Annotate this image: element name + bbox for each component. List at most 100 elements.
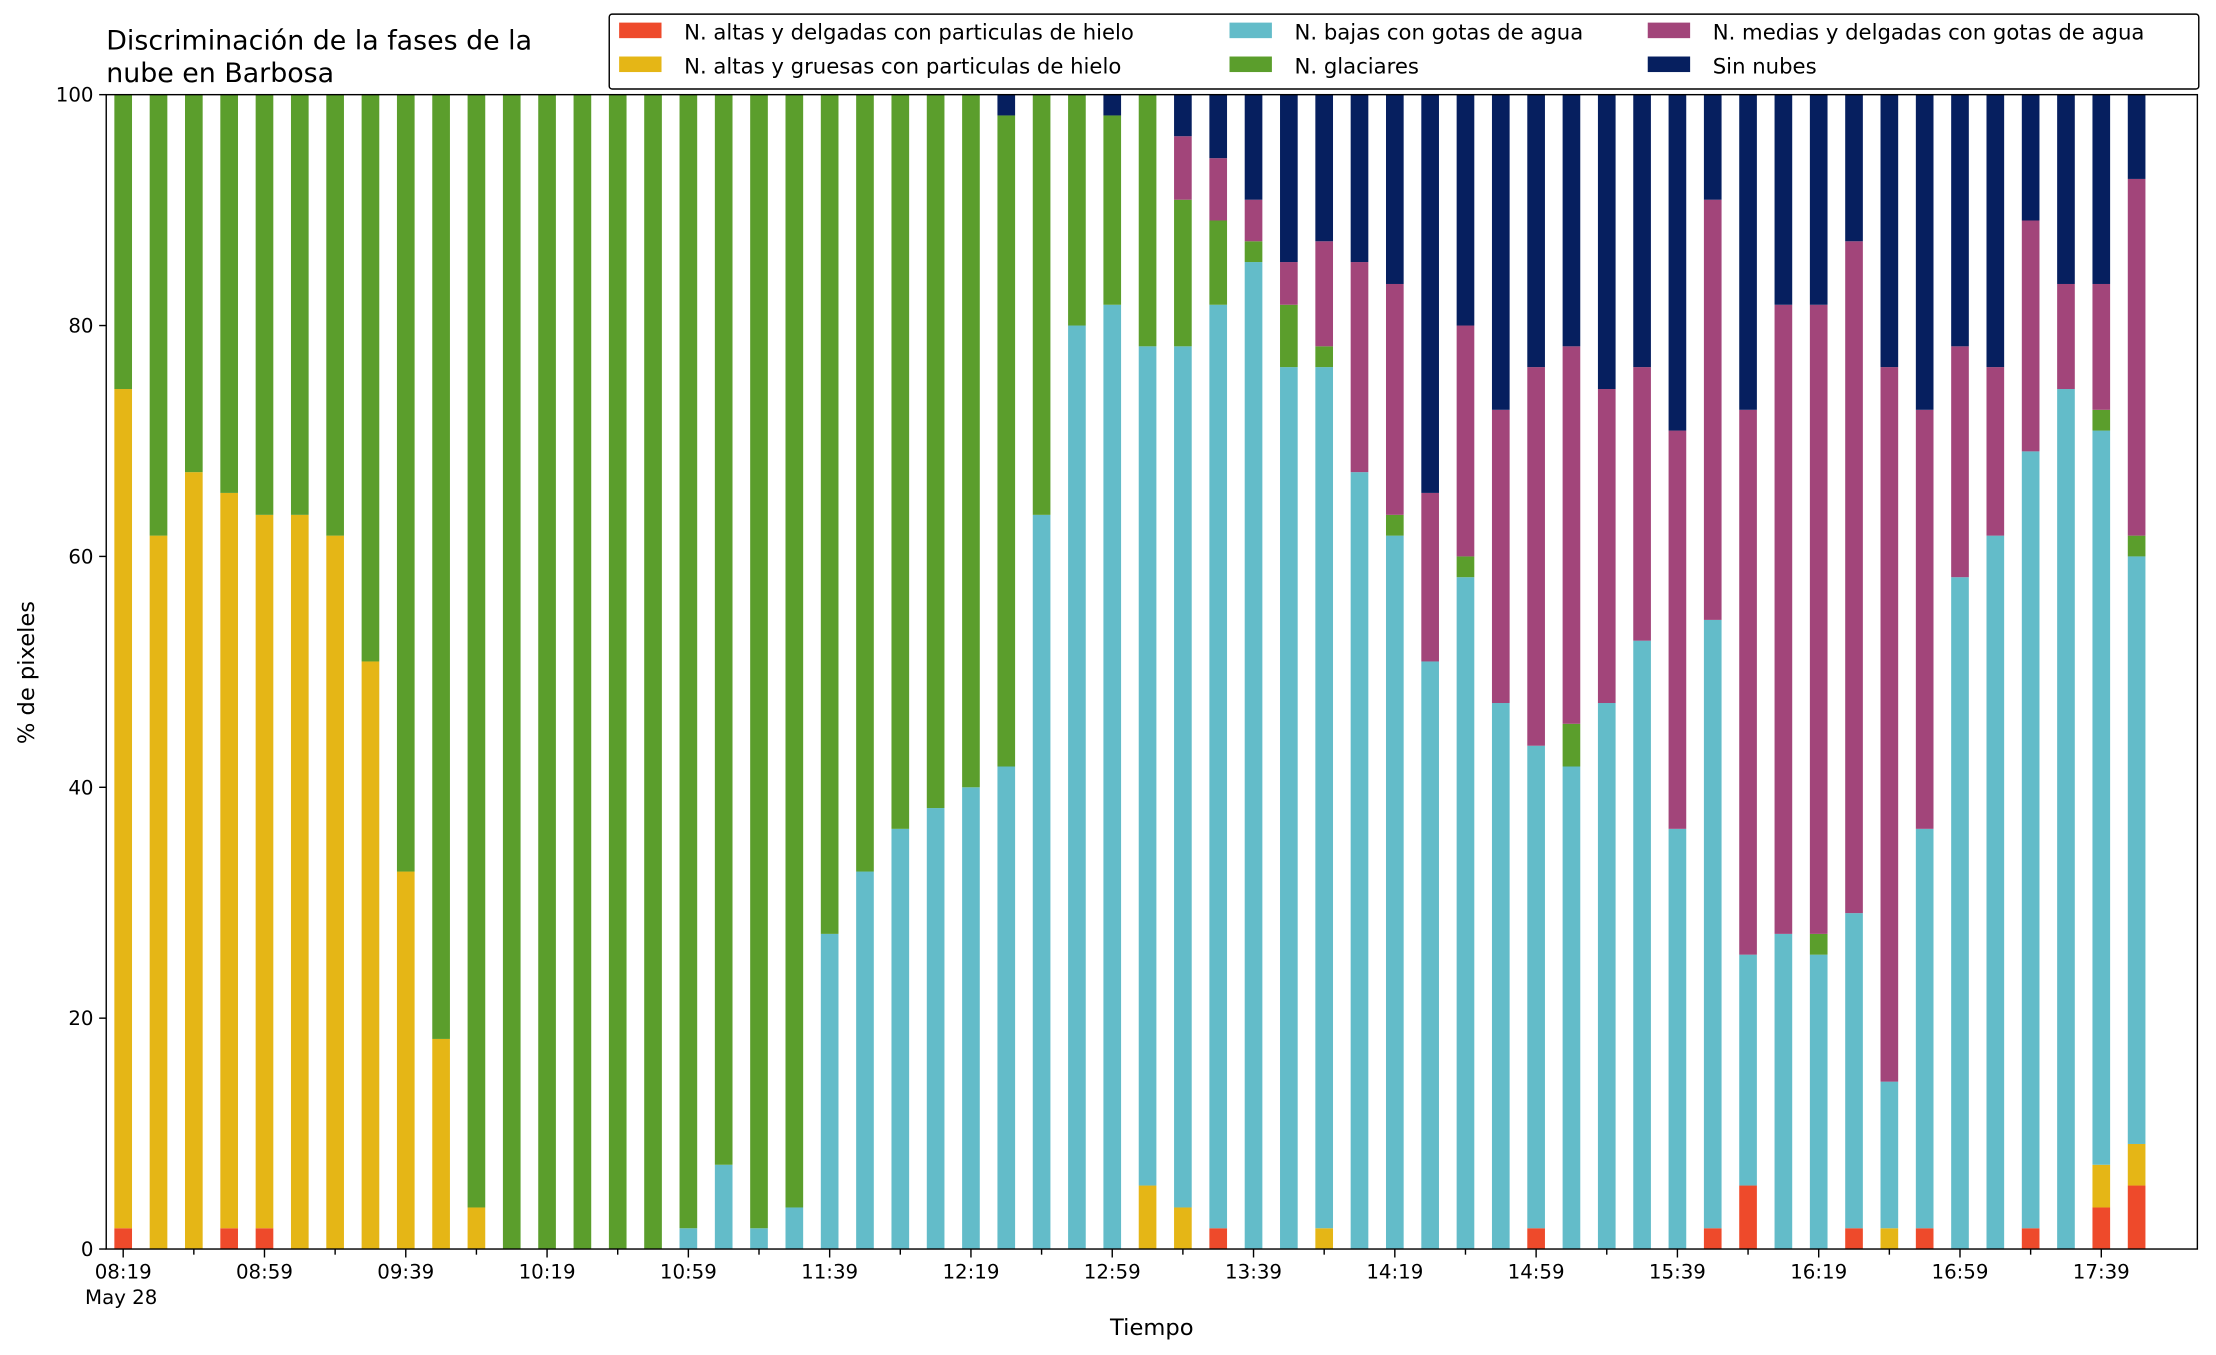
bar-segment <box>1174 346 1192 1208</box>
bar-segment <box>1280 367 1298 1250</box>
bar-segment <box>1068 325 1086 1250</box>
bar-segment <box>1915 409 1934 829</box>
y-axis-label: % de pixeles <box>14 601 40 744</box>
x-tick-label: 17:39 <box>2073 1261 2130 1284</box>
bar-segment <box>2057 94 2075 284</box>
bar-segment <box>750 1228 768 1250</box>
x-tick-label: 14:19 <box>1366 1261 1423 1284</box>
x-tick-label: 10:59 <box>660 1261 717 1284</box>
bar-segment <box>1703 94 1722 200</box>
bar-segment <box>2092 283 2111 410</box>
bar-segment <box>2021 1228 2040 1250</box>
bar-segment <box>2021 451 2040 1229</box>
bar-segment <box>185 472 203 1250</box>
bar-segment <box>679 1228 698 1250</box>
bar-segment <box>1739 954 1757 1186</box>
bar-segment <box>2092 1164 2111 1208</box>
legend-label: N. medias y delgadas con gotas de agua <box>1713 20 2145 45</box>
bar-segment <box>1527 94 1545 368</box>
legend-swatch <box>619 56 662 73</box>
bar-segment <box>1174 199 1192 347</box>
bar-segment <box>220 1228 238 1250</box>
bar-segment <box>1456 577 1475 1250</box>
bar-segment <box>2127 535 2146 557</box>
bar-segment <box>820 933 839 1250</box>
legend-label: Sin nubes <box>1713 53 1817 78</box>
bar-segment <box>1491 94 1510 410</box>
x-date-label: May 28 <box>85 1286 157 1309</box>
bar-segment <box>432 1038 450 1250</box>
bar-segment <box>467 1207 486 1250</box>
bar-segment <box>1739 94 1757 410</box>
x-tick-label: 14:59 <box>1508 1261 1565 1284</box>
bar-segment <box>326 94 344 536</box>
bar-segment <box>644 94 662 1250</box>
bar-segment <box>1491 703 1510 1250</box>
bar-segment <box>1703 619 1722 1229</box>
bar-segment <box>608 94 627 1250</box>
bar-segment <box>114 94 133 390</box>
bar-segment <box>1986 535 2005 1250</box>
bar-segment <box>1880 94 1899 368</box>
bar-segment <box>1915 828 1934 1229</box>
bar-segment <box>1103 304 1122 1250</box>
bar-segment <box>714 94 733 1165</box>
bar-segment <box>1915 1228 1934 1250</box>
bar-segment <box>1421 661 1439 1250</box>
x-tick-label: 10:19 <box>519 1261 576 1284</box>
legend-swatch <box>619 22 662 39</box>
bar-segment <box>1315 346 1334 368</box>
bar-segment <box>1280 262 1298 305</box>
y-tick-label: 80 <box>68 315 93 338</box>
bar-segment <box>1350 94 1369 263</box>
bar-segment <box>1774 94 1793 305</box>
bar-segment <box>1739 1185 1757 1250</box>
bar-segment <box>1774 933 1793 1250</box>
bar-segment <box>114 389 133 1229</box>
x-tick-label: 13:39 <box>1225 1261 1282 1284</box>
bar-segment <box>1562 94 1581 347</box>
bar-segment <box>1739 409 1757 955</box>
legend-swatch <box>1229 22 1272 39</box>
legend-swatch <box>1229 56 1272 73</box>
bar-segment <box>1668 94 1687 431</box>
bar-segment <box>785 94 804 1208</box>
bar-segment <box>1597 389 1616 704</box>
bar-segment <box>114 1228 133 1250</box>
y-tick-label: 40 <box>68 776 93 799</box>
bar-segment <box>361 94 380 662</box>
bar-segment <box>1280 304 1298 368</box>
bar-segment <box>926 808 945 1250</box>
bar-segment <box>1350 262 1369 473</box>
bar-segment <box>255 1228 274 1250</box>
bar-segment <box>1421 492 1439 662</box>
legend-swatch <box>1647 56 1691 73</box>
bar-segment <box>1527 1228 1545 1250</box>
bar-segment <box>1174 94 1192 137</box>
bar-segment <box>1880 1081 1899 1229</box>
bar-segment <box>538 94 556 1250</box>
bar-segment <box>1315 367 1334 1229</box>
bar-segment <box>1068 94 1086 326</box>
bar-segment <box>2127 1185 2146 1250</box>
bar-segment <box>1951 577 1969 1250</box>
legend-box <box>608 13 2200 90</box>
chart-title: nube en Barbosa <box>106 58 334 89</box>
bar-segment <box>1774 304 1793 934</box>
bar-segment <box>1032 94 1051 515</box>
bar-segment <box>856 94 874 872</box>
bar-segment <box>856 871 874 1250</box>
bar-segment <box>820 94 839 934</box>
bar-segment <box>785 1207 804 1250</box>
bar-segment <box>432 94 450 1039</box>
bar-segment <box>149 94 168 536</box>
bar-segment <box>1421 94 1439 493</box>
x-tick-label: 12:19 <box>942 1261 999 1284</box>
bar-segment <box>1703 199 1722 620</box>
bar-segment <box>1138 94 1157 347</box>
bar-segment <box>1280 94 1298 263</box>
bar-segment <box>2127 556 2146 1144</box>
bar-segment <box>1315 241 1334 347</box>
bar-segment <box>255 94 274 515</box>
bar-segment <box>1209 220 1228 305</box>
